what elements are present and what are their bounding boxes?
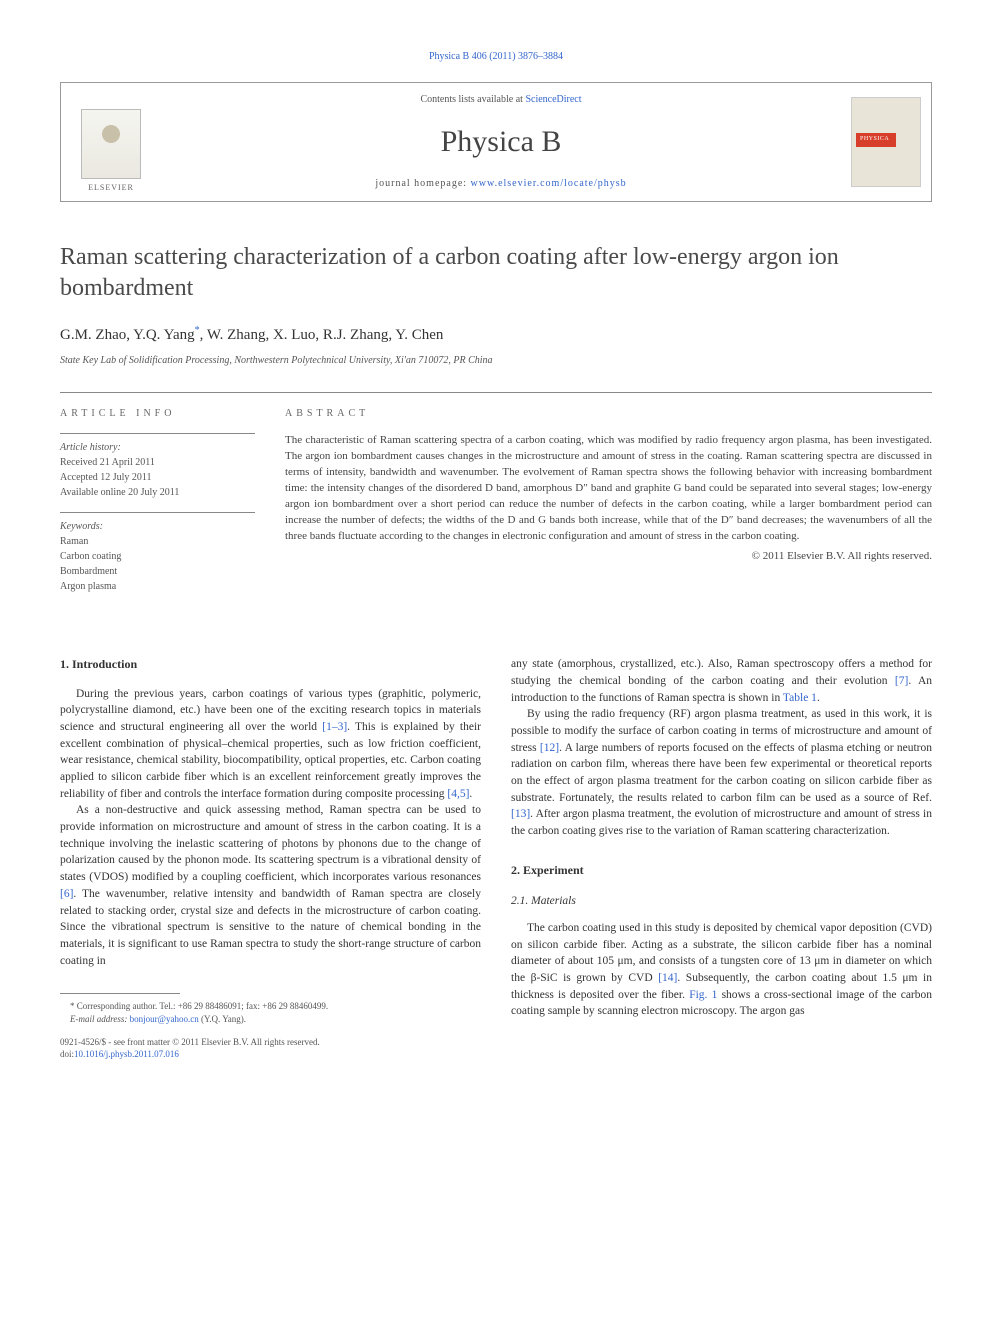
keywords-block: Keywords: Raman Carbon coating Bombardme… bbox=[60, 512, 255, 594]
keyword-item: Carbon coating bbox=[60, 549, 255, 564]
keyword-item: Raman bbox=[60, 534, 255, 549]
section-2-1-para-1: The carbon coating used in this study is… bbox=[511, 920, 932, 1020]
affiliation: State Key Lab of Solidification Processi… bbox=[60, 354, 932, 368]
body-column-right: any state (amorphous, crystallized, etc.… bbox=[511, 656, 932, 1060]
page-citation: Physica B 406 (2011) 3876–3884 bbox=[60, 50, 932, 64]
publisher-name: ELSEVIER bbox=[88, 182, 134, 193]
page-container: Physica B 406 (2011) 3876–3884 ELSEVIER … bbox=[0, 0, 992, 1101]
email-link[interactable]: bonjour@yahoo.cn bbox=[130, 1014, 199, 1024]
doi-link[interactable]: 10.1016/j.physb.2011.07.016 bbox=[74, 1049, 179, 1059]
figure-link[interactable]: Fig. 1 bbox=[689, 989, 717, 1001]
corresponding-author-footnote: * Corresponding author. Tel.: +86 29 884… bbox=[60, 1000, 481, 1013]
section-1-para-1: During the previous years, carbon coatin… bbox=[60, 686, 481, 803]
citation-link[interactable]: [12] bbox=[540, 742, 559, 754]
online-date: Available online 20 July 2011 bbox=[60, 485, 255, 500]
body-text: . bbox=[817, 692, 820, 704]
body-text: any state (amorphous, crystallized, etc.… bbox=[511, 658, 932, 687]
table-link[interactable]: Table 1 bbox=[783, 692, 817, 704]
history-label: Article history: bbox=[60, 440, 255, 455]
citation-link[interactable]: [4,5] bbox=[447, 788, 469, 800]
page-footer: 0921-4526/$ - see front matter © 2011 El… bbox=[60, 1037, 481, 1060]
front-matter-line: 0921-4526/$ - see front matter © 2011 El… bbox=[60, 1037, 481, 1049]
article-info-column: ARTICLE INFO Article history: Received 2… bbox=[60, 407, 255, 606]
section-1-para-2: As a non-destructive and quick assessing… bbox=[60, 802, 481, 969]
citation-link[interactable]: [14] bbox=[658, 972, 677, 984]
article-info-label: ARTICLE INFO bbox=[60, 407, 255, 421]
body-text: . bbox=[469, 788, 472, 800]
elsevier-tree-icon bbox=[81, 109, 141, 179]
journal-cover-cell bbox=[841, 83, 931, 201]
body-columns: 1. Introduction During the previous year… bbox=[60, 656, 932, 1060]
section-2-heading: 2. Experiment bbox=[511, 862, 932, 879]
section-1-heading: 1. Introduction bbox=[60, 656, 481, 673]
keyword-item: Bombardment bbox=[60, 564, 255, 579]
section-1-para-3: any state (amorphous, crystallized, etc.… bbox=[511, 656, 932, 706]
body-text: . A large numbers of reports focused on … bbox=[511, 742, 932, 804]
article-title: Raman scattering characterization of a c… bbox=[60, 242, 932, 304]
citation-link[interactable]: [1–3] bbox=[322, 721, 347, 733]
article-history-block: Article history: Received 21 April 2011 … bbox=[60, 433, 255, 500]
citation-link[interactable]: [13] bbox=[511, 808, 530, 820]
journal-cover-thumbnail bbox=[851, 97, 921, 187]
body-text: . The wavenumber, relative intensity and… bbox=[60, 888, 481, 967]
doi-prefix: doi: bbox=[60, 1049, 74, 1059]
homepage-prefix: journal homepage: bbox=[375, 178, 470, 189]
journal-header-box: ELSEVIER Contents lists available at Sci… bbox=[60, 82, 932, 202]
abstract-label: ABSTRACT bbox=[285, 407, 932, 421]
journal-header-center: Contents lists available at ScienceDirec… bbox=[161, 83, 841, 201]
body-text: As a non-destructive and quick assessing… bbox=[60, 804, 481, 883]
email-label: E-mail address: bbox=[70, 1014, 130, 1024]
received-date: Received 21 April 2011 bbox=[60, 455, 255, 470]
sciencedirect-link[interactable]: ScienceDirect bbox=[525, 94, 581, 105]
citation-link[interactable]: [6] bbox=[60, 888, 73, 900]
contents-prefix: Contents lists available at bbox=[420, 94, 525, 105]
author-group-2: , W. Zhang, X. Luo, R.J. Zhang, Y. Chen bbox=[200, 327, 444, 343]
section-1-para-4: By using the radio frequency (RF) argon … bbox=[511, 706, 932, 839]
abstract-copyright: © 2011 Elsevier B.V. All rights reserved… bbox=[285, 549, 932, 564]
homepage-line: journal homepage: www.elsevier.com/locat… bbox=[375, 177, 626, 191]
author-group-1: G.M. Zhao, Y.Q. Yang bbox=[60, 327, 195, 343]
journal-title: Physica B bbox=[441, 121, 562, 163]
keywords-label: Keywords: bbox=[60, 519, 255, 534]
citation-link[interactable]: [7] bbox=[895, 675, 908, 687]
doi-line: doi:10.1016/j.physb.2011.07.016 bbox=[60, 1049, 481, 1061]
email-footnote: E-mail address: bonjour@yahoo.cn (Y.Q. Y… bbox=[60, 1013, 481, 1026]
email-suffix: (Y.Q. Yang). bbox=[199, 1014, 246, 1024]
authors-line: G.M. Zhao, Y.Q. Yang*, W. Zhang, X. Luo,… bbox=[60, 324, 932, 346]
section-2-1-heading: 2.1. Materials bbox=[511, 893, 932, 910]
info-abstract-row: ARTICLE INFO Article history: Received 2… bbox=[60, 392, 932, 606]
accepted-date: Accepted 12 July 2011 bbox=[60, 470, 255, 485]
contents-line: Contents lists available at ScienceDirec… bbox=[420, 93, 581, 107]
body-text: . After argon plasma treatment, the evol… bbox=[511, 808, 932, 837]
abstract-column: ABSTRACT The characteristic of Raman sca… bbox=[285, 407, 932, 606]
elsevier-logo: ELSEVIER bbox=[71, 93, 151, 193]
footnote-separator bbox=[60, 993, 180, 1000]
publisher-logo-cell: ELSEVIER bbox=[61, 83, 161, 201]
abstract-text: The characteristic of Raman scattering s… bbox=[285, 433, 932, 545]
body-column-left: 1. Introduction During the previous year… bbox=[60, 656, 481, 1060]
keyword-item: Argon plasma bbox=[60, 579, 255, 594]
journal-homepage-link[interactable]: www.elsevier.com/locate/physb bbox=[471, 178, 627, 189]
